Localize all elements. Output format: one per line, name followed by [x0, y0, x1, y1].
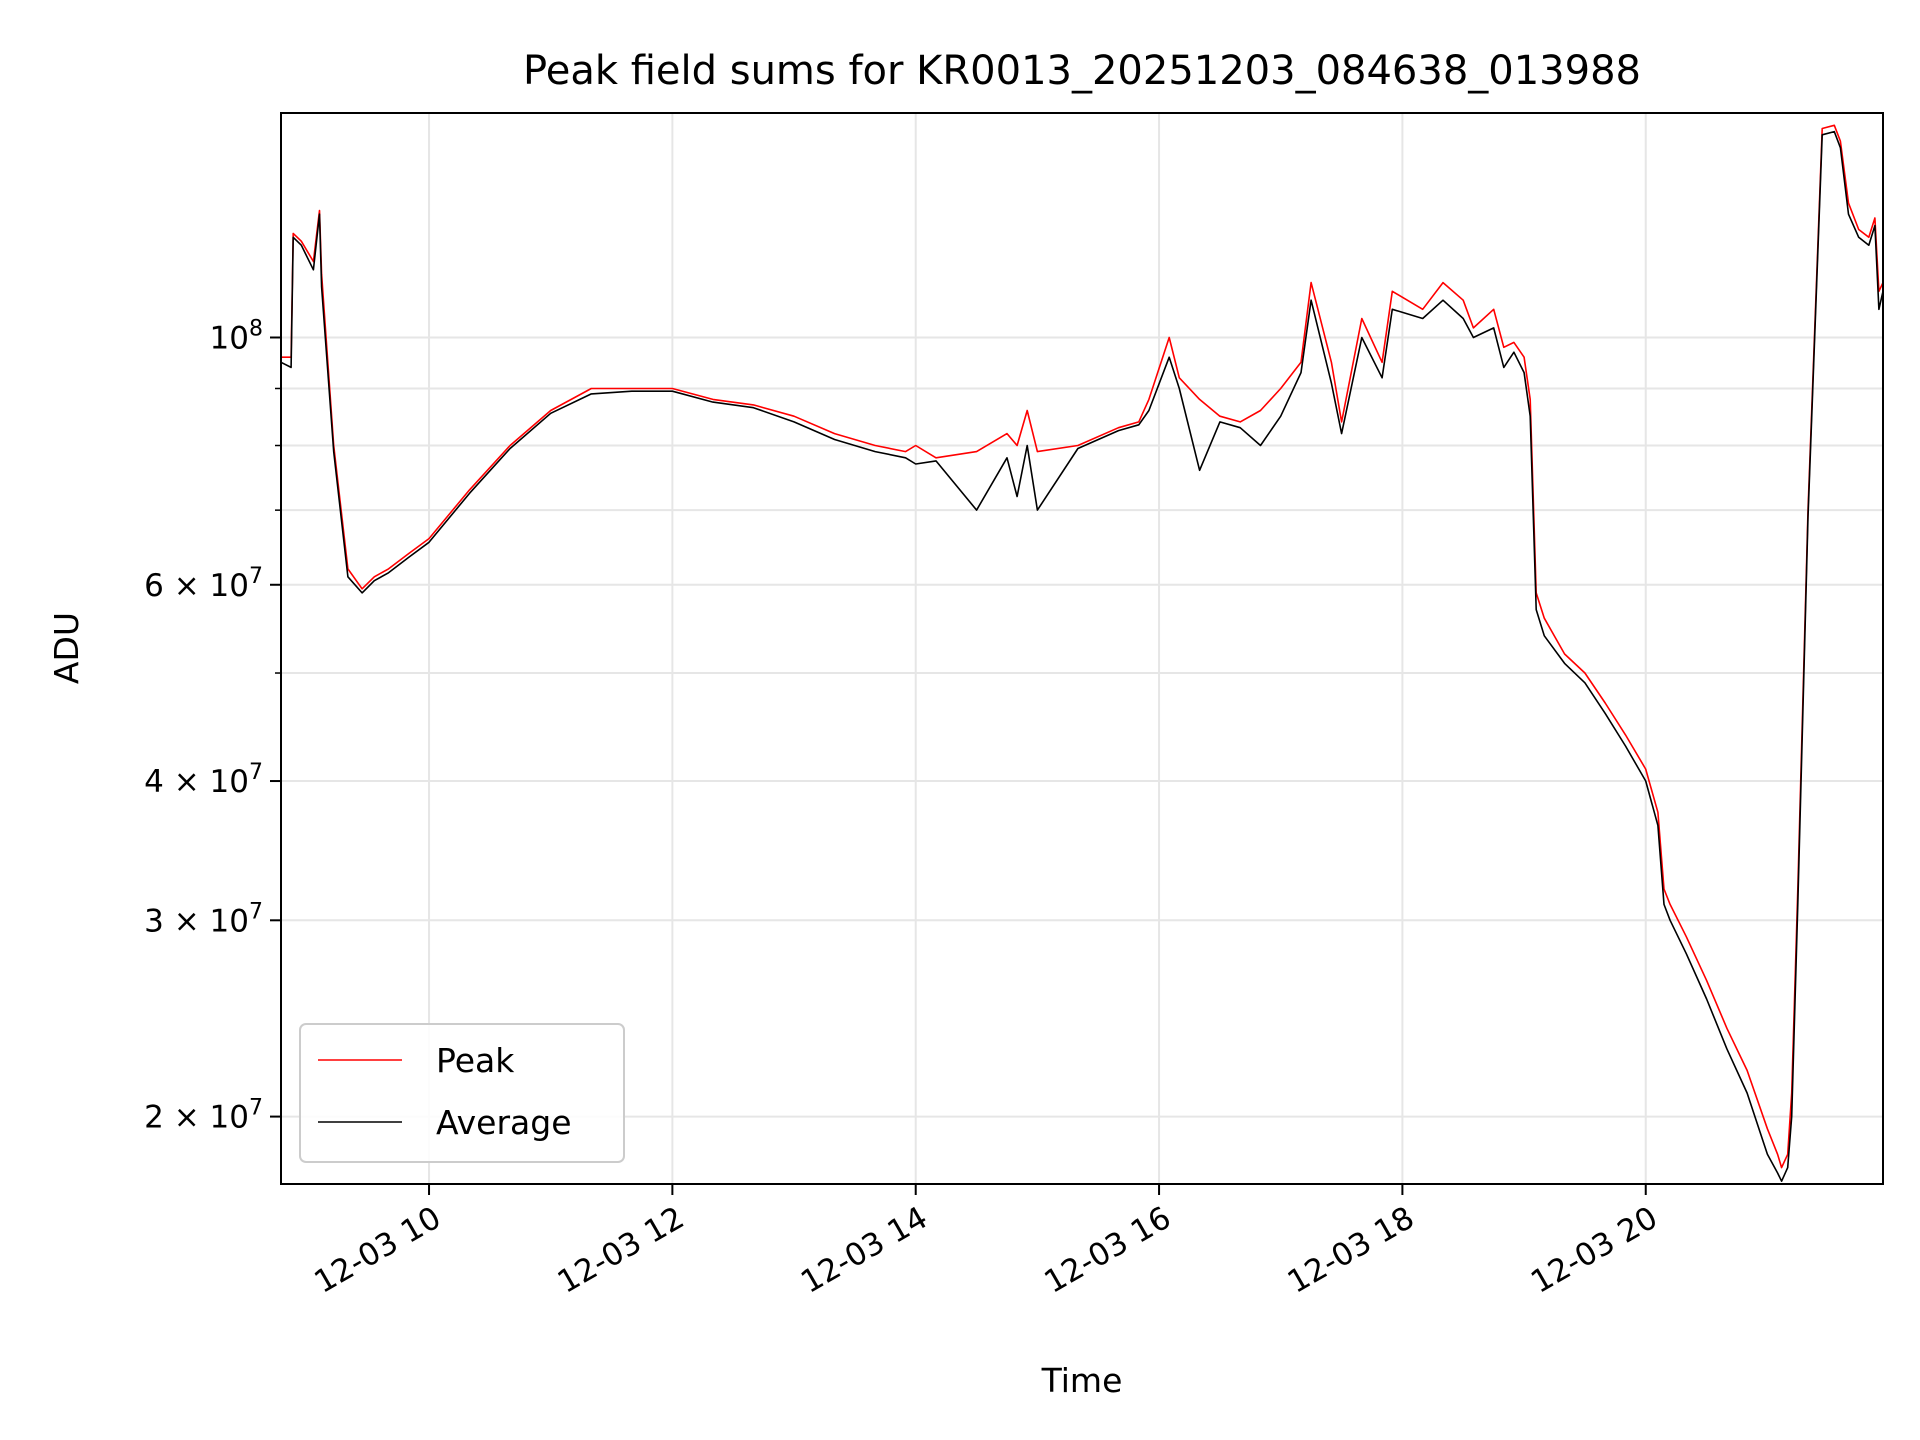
grid	[281, 113, 1883, 1184]
legend: Peak Average	[299, 1023, 625, 1163]
y-tick-label: 4 × 107	[144, 760, 263, 800]
series-line-peak	[281, 124, 1884, 1169]
y-axis: 2 × 107 3 × 107 4 × 107 6 × 107 108	[144, 316, 281, 1136]
plot-frame	[280, 112, 1884, 1185]
series-line-average	[280, 130, 1884, 1182]
plot-series	[280, 124, 1884, 1182]
legend-box	[299, 1023, 625, 1163]
y-axis-label: ADU	[47, 612, 86, 684]
chart-title: Peak field sums for KR0013_20251203_0846…	[523, 48, 1641, 94]
x-axis-label: Time	[1041, 1361, 1123, 1400]
y-tick-label: 6 × 107	[144, 564, 263, 604]
y-tick-label: 108	[210, 316, 263, 356]
legend-average-label: Average	[436, 1103, 572, 1142]
legend-peak-label: Peak	[436, 1041, 515, 1080]
y-tick-label: 3 × 107	[144, 899, 263, 939]
y-tick-label: 2 × 107	[144, 1096, 263, 1136]
